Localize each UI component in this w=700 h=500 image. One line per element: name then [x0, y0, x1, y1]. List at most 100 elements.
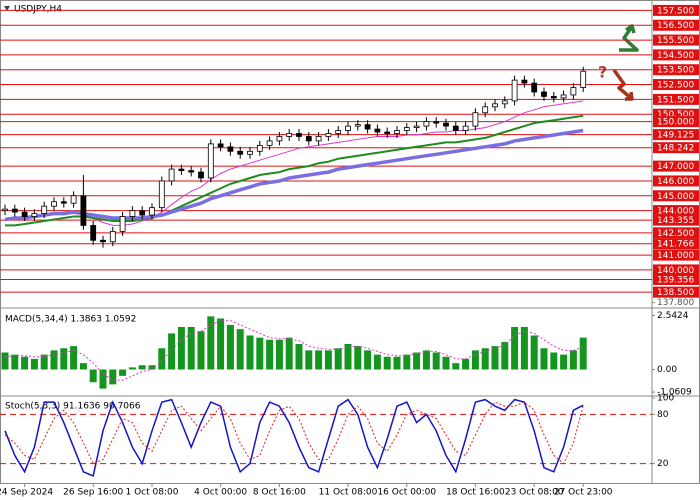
- candle-body: [296, 133, 302, 137]
- level-label-box: [653, 34, 699, 46]
- macd-bar: [266, 339, 274, 370]
- level-label-box: [653, 286, 699, 298]
- macd-bar: [79, 363, 87, 370]
- level-label-box: [653, 264, 699, 276]
- candle-body: [247, 150, 253, 155]
- x-tick-label: 24 Sep 2024: [0, 488, 53, 498]
- candle-body: [531, 82, 538, 93]
- macd-bar: [246, 335, 254, 370]
- candle-body: [345, 125, 351, 131]
- level-label: 140.000: [657, 266, 694, 276]
- macd-bar: [99, 369, 107, 389]
- macd-bar: [501, 341, 509, 370]
- macd-bar: [334, 348, 342, 370]
- candle-body: [51, 201, 57, 207]
- candle-body: [305, 136, 312, 142]
- x-tick-label: 1 Oct 08:00: [126, 488, 179, 498]
- macd-bar: [275, 339, 283, 370]
- candle-body: [11, 208, 18, 213]
- candle-body: [423, 121, 430, 127]
- macd-bar: [422, 350, 430, 370]
- candle-body: [384, 131, 391, 134]
- macd-bar: [520, 327, 528, 370]
- candle-body: [188, 170, 195, 173]
- candle-body: [472, 112, 479, 127]
- level-label: 139.356: [657, 275, 694, 285]
- signal-line: [4, 320, 584, 381]
- candle-body: [237, 150, 244, 155]
- stoch-title: Stoch(5,3,3) 91.1636 90.7066: [5, 402, 141, 412]
- candle-body: [100, 239, 106, 243]
- candle-body: [266, 140, 273, 146]
- level-label: 154.500: [657, 51, 694, 61]
- y-tick-label: 100: [657, 394, 674, 404]
- title-icon: [4, 6, 10, 11]
- moving-average: [4, 128, 584, 222]
- annotation: ?: [598, 63, 607, 82]
- candle-body: [560, 94, 567, 99]
- macd-bar: [217, 318, 225, 370]
- level-label-box: [653, 142, 699, 154]
- level-label: 145.000: [657, 192, 694, 202]
- level-label-box: [653, 175, 699, 187]
- level-label-box: [653, 79, 699, 91]
- macd-bar: [364, 350, 372, 370]
- level-label: 152.500: [657, 81, 694, 91]
- candle-body: [31, 213, 38, 217]
- level-label: 150.500: [657, 110, 694, 120]
- y-tick-label: 20: [657, 459, 669, 469]
- candle-body: [60, 201, 67, 204]
- macd-bar: [89, 369, 97, 383]
- x-tick-label: 16 Oct 00:00: [377, 488, 436, 498]
- level-label: 151.500: [657, 95, 694, 105]
- y-tick-label: 137.800: [657, 298, 694, 308]
- level-label-box: [653, 205, 699, 217]
- x-tick-label: 26 Sep 16:00: [63, 488, 123, 498]
- candle-body: [227, 146, 234, 152]
- candle-body: [443, 122, 449, 127]
- macd-bar: [569, 350, 577, 370]
- level-label: 148.242: [657, 144, 694, 154]
- level-label-box: [653, 93, 699, 105]
- candle-body: [550, 96, 557, 99]
- candle-body: [462, 125, 469, 131]
- macd-bar: [560, 354, 568, 370]
- candle-body: [403, 127, 410, 131]
- macd-bar: [403, 354, 411, 370]
- candle-body: [207, 143, 214, 179]
- macd-bar: [148, 365, 156, 370]
- x-tick-label: 11 Oct 08:00: [319, 488, 378, 498]
- candle-body: [315, 136, 322, 142]
- candle-body: [256, 144, 263, 152]
- macd-bar: [344, 344, 352, 370]
- macd-bar: [40, 354, 48, 370]
- candle-body: [492, 103, 498, 108]
- level-label-box: [653, 116, 699, 128]
- stoch-line: [4, 398, 584, 477]
- macd-bar: [481, 348, 489, 370]
- candle-body: [158, 180, 165, 209]
- level-label-box: [653, 227, 699, 239]
- macd-bar: [177, 327, 185, 370]
- macd-bar: [128, 367, 136, 370]
- macd-bar: [138, 365, 146, 370]
- level-label: 157.500: [657, 6, 694, 16]
- macd-bar: [109, 369, 117, 385]
- candle-body: [354, 124, 361, 127]
- candle-body: [2, 208, 8, 212]
- candle-body: [217, 143, 224, 148]
- macd-bar: [168, 333, 176, 370]
- candle-body: [511, 79, 518, 102]
- candle-body: [119, 216, 126, 232]
- level-label-box: [653, 238, 699, 250]
- x-tick-label: 8 Oct 16:00: [253, 488, 306, 498]
- candle-body: [109, 230, 116, 243]
- macd-title: MACD(5,34,4) 1.3863 1.0592: [5, 315, 136, 325]
- macd-bar: [550, 352, 558, 370]
- level-label-box: [653, 190, 699, 202]
- macd-bar: [197, 331, 205, 370]
- candle-body: [501, 100, 508, 105]
- candle-body: [452, 125, 459, 131]
- level-label: 153.500: [657, 66, 694, 76]
- x-tick-label: 27 Oct 23:00: [554, 488, 613, 498]
